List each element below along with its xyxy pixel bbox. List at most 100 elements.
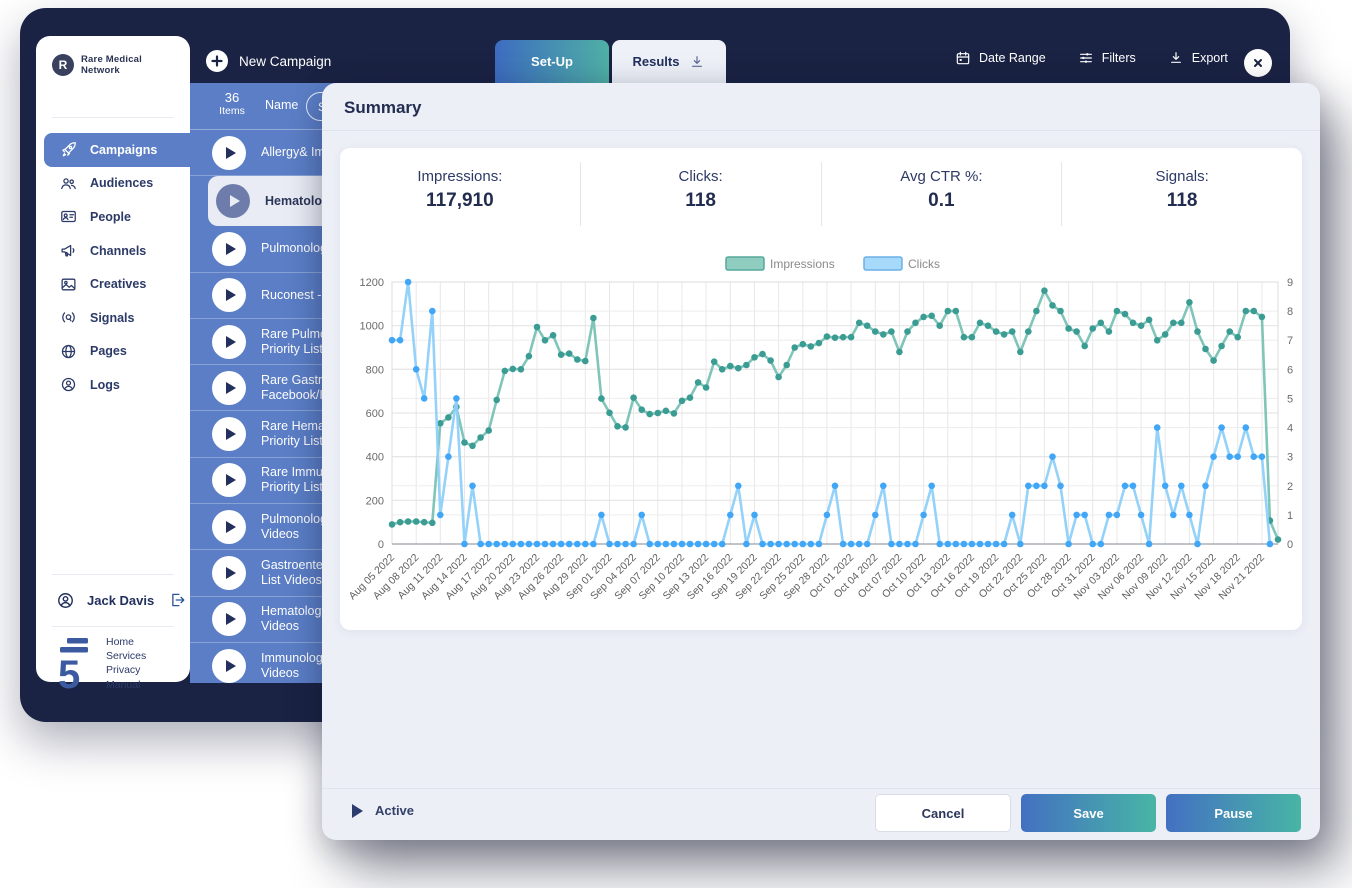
svg-text:400: 400 <box>366 452 384 464</box>
campaign-name: Immunology Videos <box>261 650 330 680</box>
sidebar-item-label: Creatives <box>90 277 147 292</box>
svg-text:9: 9 <box>1287 277 1293 289</box>
play-icon <box>225 567 236 580</box>
date-range-button[interactable]: Date Range <box>955 50 1046 66</box>
stat-value: 118 <box>685 190 716 211</box>
play-icon <box>225 289 236 302</box>
campaign-name: Ruconest - H <box>261 287 334 302</box>
rocket-icon <box>62 142 76 157</box>
logout-icon <box>172 593 185 607</box>
items-count: 36 Items <box>219 90 245 117</box>
sidebar-item-channels[interactable]: Channels <box>36 234 190 268</box>
svg-text:200: 200 <box>366 495 384 507</box>
play-icon <box>225 659 236 672</box>
pause-button[interactable]: Pause <box>1166 794 1301 832</box>
play-button[interactable] <box>216 184 250 219</box>
sidebar-item-signals[interactable]: Signals <box>36 301 190 335</box>
close-button[interactable] <box>1244 49 1272 77</box>
sidebar-footer: 5 Home Services Privacy Manual <box>56 636 146 697</box>
sidebar-item-campaigns[interactable]: Campaigns <box>44 133 206 167</box>
user-circle-icon <box>58 592 73 608</box>
sidebar-nav: Campaigns Audiences People Channels Creative… <box>36 133 206 402</box>
divider <box>52 626 174 627</box>
svg-text:2: 2 <box>1287 481 1293 493</box>
campaign-name: Rare Hemat Priority List <box>261 419 329 449</box>
play-icon <box>225 474 236 487</box>
play-button[interactable] <box>212 370 246 405</box>
sidebar-item-pages[interactable]: Pages <box>36 335 190 369</box>
tab-results[interactable]: Results <box>612 40 726 83</box>
filters-button[interactable]: Filters <box>1078 50 1136 66</box>
campaign-row[interactable]: Rare Gastro Facebook/In <box>190 365 1290 412</box>
footer-link-home[interactable]: Home <box>106 636 135 648</box>
svg-text:8: 8 <box>1287 306 1293 318</box>
status-badge: Active <box>375 803 415 818</box>
tab-set-up[interactable]: Set-Up <box>495 40 609 83</box>
save-button[interactable]: Save <box>1021 794 1156 832</box>
modal-buttons: Cancel Save Pause <box>875 794 1301 832</box>
campaign-row[interactable]: Immunology Videos <box>190 643 1290 683</box>
play-button[interactable] <box>212 602 246 637</box>
summary-modal: Summary Impressions: 117,910 Clicks: 118 Avg… <box>322 83 1320 840</box>
play-icon <box>229 195 240 208</box>
cancel-button[interactable]: Cancel <box>875 794 1011 832</box>
footer-link-privacy[interactable]: Privacy <box>106 664 141 677</box>
sidebar-item-label: Signals <box>90 310 135 325</box>
users-icon <box>61 178 76 189</box>
stat-label: Impressions: <box>417 168 503 185</box>
svg-text:800: 800 <box>366 364 384 376</box>
status-row: Active <box>352 803 414 818</box>
calendar-icon <box>956 51 970 65</box>
sidebar-item-audiences[interactable]: Audiences <box>36 167 190 201</box>
user-circle-icon <box>56 591 75 610</box>
play-button[interactable] <box>212 324 246 359</box>
play-button[interactable] <box>212 648 246 683</box>
user-row: Jack Davis <box>36 585 190 615</box>
stat-label: Signals: <box>1155 168 1209 185</box>
action-label: Export <box>1191 51 1228 65</box>
play-icon <box>225 520 236 533</box>
export-button[interactable]: Export <box>1168 50 1228 66</box>
sidebar-item-logs[interactable]: Logs <box>36 368 190 402</box>
results-chart: 0 200 400 600 800 1000 1200 0 1 2 3 4 5 6 7 8 9 Aug 05 20… <box>347 252 1294 624</box>
campaign-name: Rare Immun Priority List <box>261 465 330 495</box>
play-button[interactable] <box>212 231 246 266</box>
stat-avg-ctr-: Avg CTR %: 0.1 <box>822 162 1063 226</box>
play-button[interactable] <box>212 463 246 498</box>
campaign-name: Pulmonology <box>261 241 334 256</box>
action-label: Filters <box>1101 51 1136 65</box>
svg-text:0: 0 <box>378 539 384 551</box>
play-button[interactable] <box>212 417 246 452</box>
sidebar: R Rare Medical Network Campaigns Audience… <box>36 36 206 697</box>
stat-impressions-: Impressions: 117,910 <box>340 162 581 226</box>
play-button[interactable] <box>212 135 246 170</box>
brand: R Rare Medical Network <box>52 54 181 76</box>
name-column-header: Name <box>265 98 299 112</box>
play-button[interactable] <box>212 556 246 591</box>
plus-circle-icon <box>206 50 228 72</box>
play-button[interactable] <box>212 278 246 313</box>
legend-label: Impressions <box>770 257 835 271</box>
divider <box>322 788 1320 789</box>
svg-text:7: 7 <box>1287 335 1293 347</box>
sidebar-item-label: Audiences <box>90 176 154 191</box>
footer-link-services[interactable]: Services <box>106 650 147 663</box>
footer-links: Home Services Privacy Manual <box>106 636 146 697</box>
action-label: Date Range <box>979 51 1046 65</box>
signal-icon <box>62 312 75 323</box>
svg-text:6: 6 <box>1287 364 1293 376</box>
play-icon <box>225 335 236 348</box>
sidebar-item-creatives[interactable]: Creatives <box>36 267 190 301</box>
play-icon <box>352 803 363 818</box>
play-button[interactable] <box>212 509 246 544</box>
close-icon <box>1254 59 1262 67</box>
new-campaign-button[interactable]: New Campaign <box>205 49 331 73</box>
svg-text:3: 3 <box>1287 452 1293 464</box>
stats-row: Impressions: 117,910 Clicks: 118 Avg CTR %: 0… <box>340 162 1302 226</box>
logout-icon[interactable] <box>168 591 186 609</box>
tab-label: Set-Up <box>531 54 573 69</box>
stat-signals-: Signals: 118 <box>1062 162 1302 226</box>
sidebar-item-people[interactable]: People <box>36 200 190 234</box>
footer-link-manual[interactable]: Manual <box>106 678 141 691</box>
